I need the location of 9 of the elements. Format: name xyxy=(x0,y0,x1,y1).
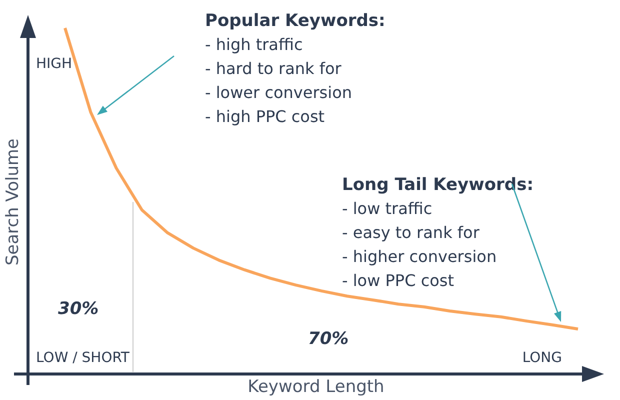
y-axis-title: Search Volume xyxy=(3,138,23,266)
annotation: LONG xyxy=(522,350,562,366)
annotation: 70% xyxy=(308,329,349,349)
annotation: Long Tail Keywords: - low traffic - easy to rank for - higher conversion - low PPC cost xyxy=(342,175,534,290)
annotation: Popular Keywords: - high traffic - hard to rank for - lower conversion - high PPC cost xyxy=(205,11,386,126)
annotation: HIGH xyxy=(36,56,72,72)
annotation: 30% xyxy=(58,299,99,319)
annotation: LOW / SHORT xyxy=(36,350,130,366)
x-axis-title: Keyword Length xyxy=(248,377,384,397)
